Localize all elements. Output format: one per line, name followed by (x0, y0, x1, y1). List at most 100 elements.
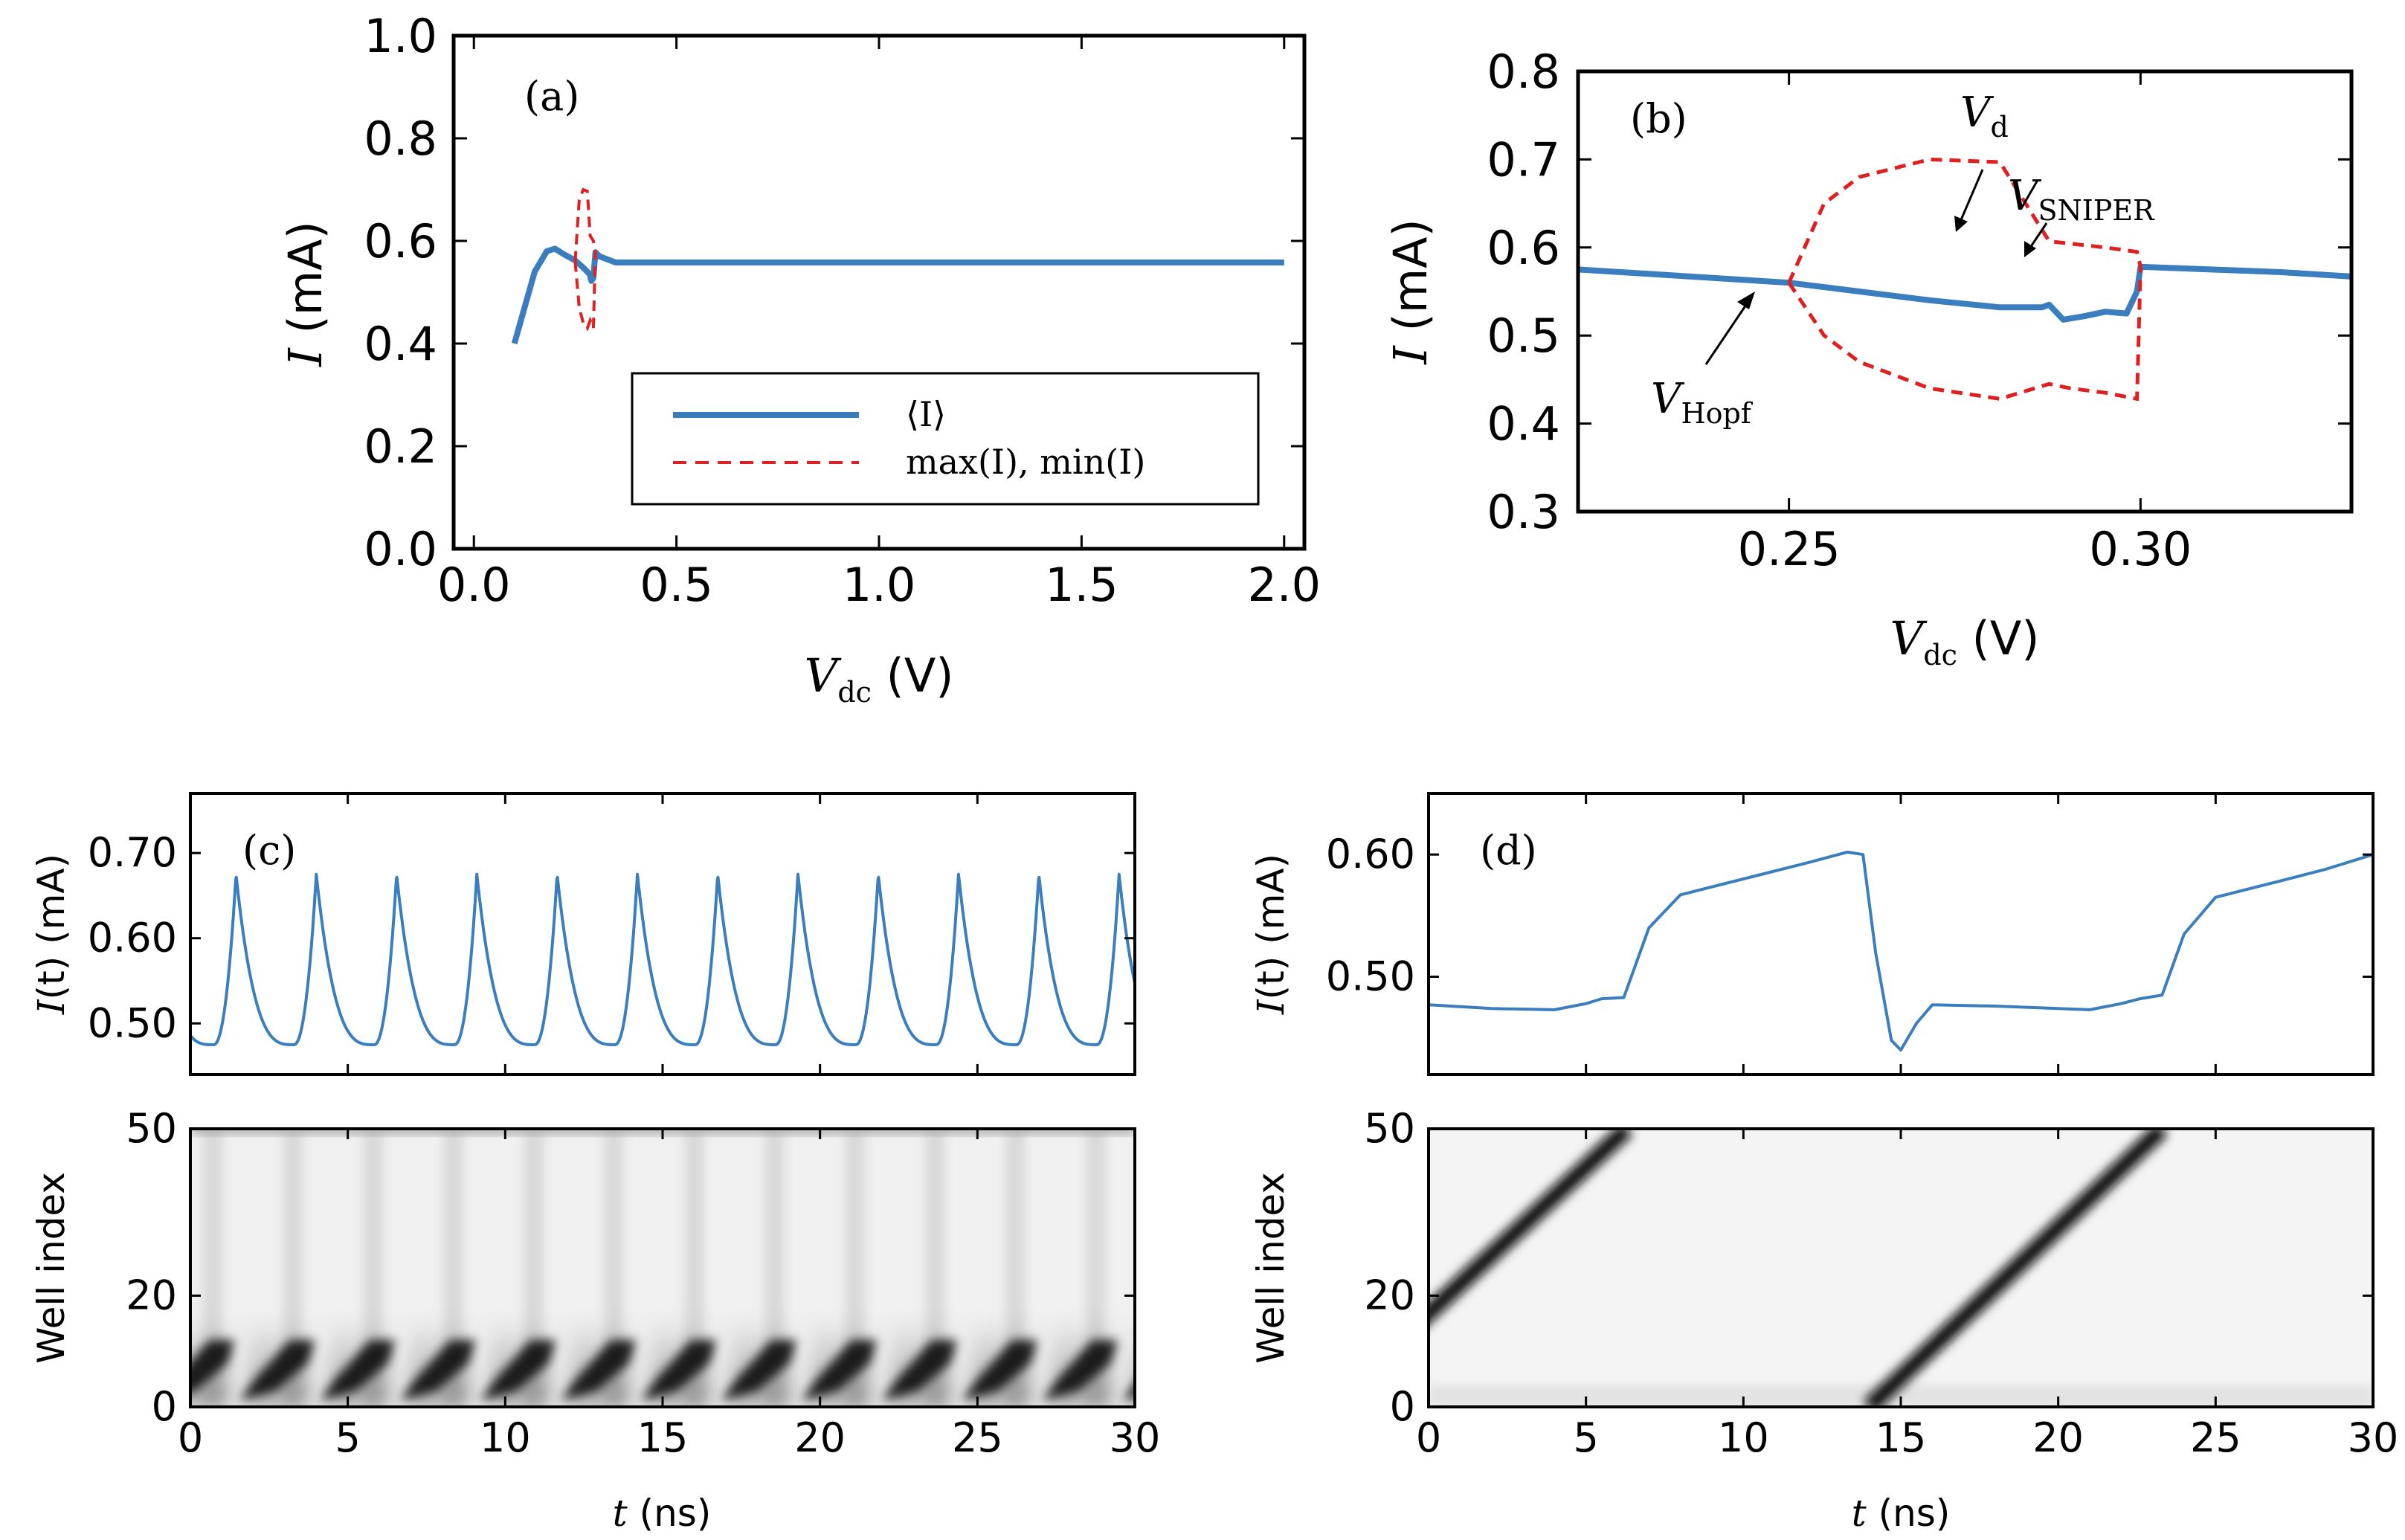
panel-b-xtick-label: 0.25 (1738, 522, 1841, 576)
panel-d-xlabel: t (ns) (1852, 1492, 1951, 1535)
panel-d-top-ytick-label: 0.50 (1326, 953, 1415, 1000)
panel-a-ytick-label: 0.0 (364, 522, 437, 576)
hopf-label: VHopf (1651, 375, 1754, 430)
panel-a-ytick-label: 1.0 (364, 9, 437, 63)
heatmap-glow (1051, 1318, 1115, 1407)
heatmap-front (1864, 1129, 2168, 1407)
heatmap-glow (570, 1318, 633, 1407)
panel-a-ytick-label: 0.4 (364, 317, 437, 371)
panel-c-top-ytick-label: 0.50 (88, 999, 177, 1046)
current-trace (1429, 850, 2373, 1052)
panel-c-bottom-xtick-label: 10 (480, 1414, 531, 1461)
panel-d-bottom-ylabel: Well index (1249, 1172, 1292, 1364)
sniper-arrow (2027, 222, 2048, 251)
panel-c-label: (c) (242, 827, 296, 874)
panel-a: 0.0 0.5 1.0 1.5 2.0 0.0 0.2 0.4 0.6 0.8 1.0 (a) ⟨I… (278, 9, 1321, 709)
panel-d-bottom-xtick-label: 5 (1573, 1414, 1598, 1461)
panel-b-ytick-label: 0.5 (1487, 309, 1560, 363)
annotation-hopf: VHopf (1651, 291, 1755, 430)
heatmap-glow (329, 1318, 392, 1407)
panel-b-xtick-label: 0.30 (2089, 522, 2192, 576)
panel-a-label: (a) (524, 73, 579, 120)
series-mean-line (511, 245, 1284, 345)
hopf-arrowhead (1737, 291, 1755, 309)
panel-b-ytick-label: 0.6 (1487, 221, 1560, 275)
panel-b-frame (1576, 69, 2354, 514)
annotation-sniper: VSNIPER (2008, 172, 2155, 257)
heatmap-glow (970, 1318, 1034, 1407)
annotation-vd: Vd (1954, 88, 2009, 232)
panel-b-ylabel: I (mA) (1383, 219, 1437, 364)
vd-arrowhead (1954, 216, 1968, 232)
panel-a-ylabel: I (mA) (278, 221, 332, 367)
panel-d-bottom-ytick-label: 0 (1390, 1383, 1415, 1430)
panel-c-bottom-xtick-label: 15 (637, 1414, 689, 1461)
panel-c-bottom-ytick-label: 20 (126, 1272, 177, 1318)
panel-a-xtick-label: 2.0 (1247, 558, 1321, 612)
panel-d-top-ylabel: I(t) (mA) (1249, 854, 1292, 1015)
hopf-arrow (1704, 300, 1751, 365)
panel-a-xtick-label: 1.0 (843, 558, 916, 612)
heatmap-glow (248, 1318, 312, 1407)
panel-b-ytick-label: 0.3 (1487, 485, 1560, 539)
panel-a-xlabel: Vdc (V) (805, 648, 954, 709)
panel-a-ytick-label: 0.8 (364, 112, 437, 166)
vd-label: Vd (1960, 88, 2009, 144)
panel-d-bottom-ytick-label: 20 (1364, 1272, 1415, 1318)
heatmap-streak (1166, 1129, 1185, 1407)
panel-a-ytick-label: 0.2 (364, 419, 437, 474)
panel-a-xtick-label: 1.5 (1045, 558, 1118, 612)
panel-d-bottom-xtick-label: 10 (1718, 1414, 1769, 1461)
legend-mean-label: ⟨I⟩ (906, 394, 946, 434)
panel-c-top-ytick-label: 0.60 (88, 915, 177, 961)
panel-c-bottom-ytick-label: 50 (126, 1105, 177, 1152)
panel-c-top-ytick-label: 0.70 (88, 829, 177, 876)
panel-d: 0.50 0.60 (d) I(t) (mA) 0 5 10 15 20 25 30 0 20 50… (1249, 792, 2399, 1535)
vd-arrow (1959, 169, 1984, 222)
panel-b-xlabel: Vdc (V) (1890, 611, 2040, 671)
panel-a-xtick-label: 0.5 (640, 558, 713, 612)
legend-extrema-label: max(I), min(I) (906, 442, 1145, 482)
heatmap-front (1429, 1129, 1633, 1325)
current-trace (190, 872, 1135, 1046)
panel-a-xtick-label: 0.0 (437, 558, 511, 612)
panel-c-bottom-ytick-label: 0 (152, 1383, 177, 1430)
panel-b: 0.25 0.300.30.40.50.60.70.8 (b) VHopf Vd … (1383, 45, 2354, 671)
panel-c-top-frame (189, 792, 1136, 1076)
panel-c-bottom-xtick-label: 25 (952, 1414, 1003, 1461)
panel-c-bottom-ylabel: Well index (30, 1172, 73, 1364)
panel-b-label: (b) (1630, 95, 1687, 142)
heatmap-glow (409, 1318, 472, 1407)
panel-c-bottom-xtick-label: 0 (178, 1414, 203, 1461)
panel-b-ytick-label: 0.8 (1487, 45, 1560, 99)
panel-c-xlabel: t (ns) (613, 1492, 712, 1535)
heatmap-glow (190, 1318, 232, 1407)
panel-c-bottom-xtick-label: 30 (1110, 1414, 1161, 1461)
series-extrema-line (573, 187, 597, 262)
panel-d-bottom-xtick-label: 30 (2348, 1414, 2399, 1461)
panel-c-bottom-xtick-label: 5 (335, 1414, 360, 1461)
heatmap-glow (489, 1318, 553, 1407)
sniper-label: VSNIPER (2008, 172, 2155, 227)
panel-d-bottom-xtick-label: 25 (2190, 1414, 2241, 1461)
panel-c-top-ylabel: I(t) (mA) (30, 854, 73, 1015)
heatmap-glow (890, 1318, 954, 1407)
heatmap-glow (810, 1318, 874, 1407)
heatmap-glow (730, 1318, 793, 1407)
panel-c: 0.50 0.60 0.70 (c) I(t) (mA) 0 5 10 15 20 25 30 0… (30, 792, 1185, 1535)
sniper-arrowhead (2024, 241, 2036, 257)
panel-d-bottom-xtick-label: 15 (1876, 1414, 1927, 1461)
panel-d-top-frame (1427, 792, 2375, 1076)
panel-d-bottom-xtick-label: 0 (1416, 1414, 1441, 1461)
heatmap-glow (1131, 1318, 1135, 1407)
panel-c-bottom-xtick-label: 20 (794, 1414, 846, 1461)
panel-d-bottom-ytick-label: 50 (1364, 1105, 1415, 1152)
series-mean-line (1578, 263, 2351, 323)
panel-d-top-ytick-label: 0.60 (1326, 831, 1415, 877)
panel-d-label: (d) (1480, 827, 1537, 874)
panel-a-ytick-label: 0.6 (364, 214, 437, 268)
legend-box (631, 372, 1260, 506)
panel-d-bottom-xtick-label: 20 (2032, 1414, 2084, 1461)
panel-b-ytick-label: 0.7 (1487, 132, 1560, 187)
